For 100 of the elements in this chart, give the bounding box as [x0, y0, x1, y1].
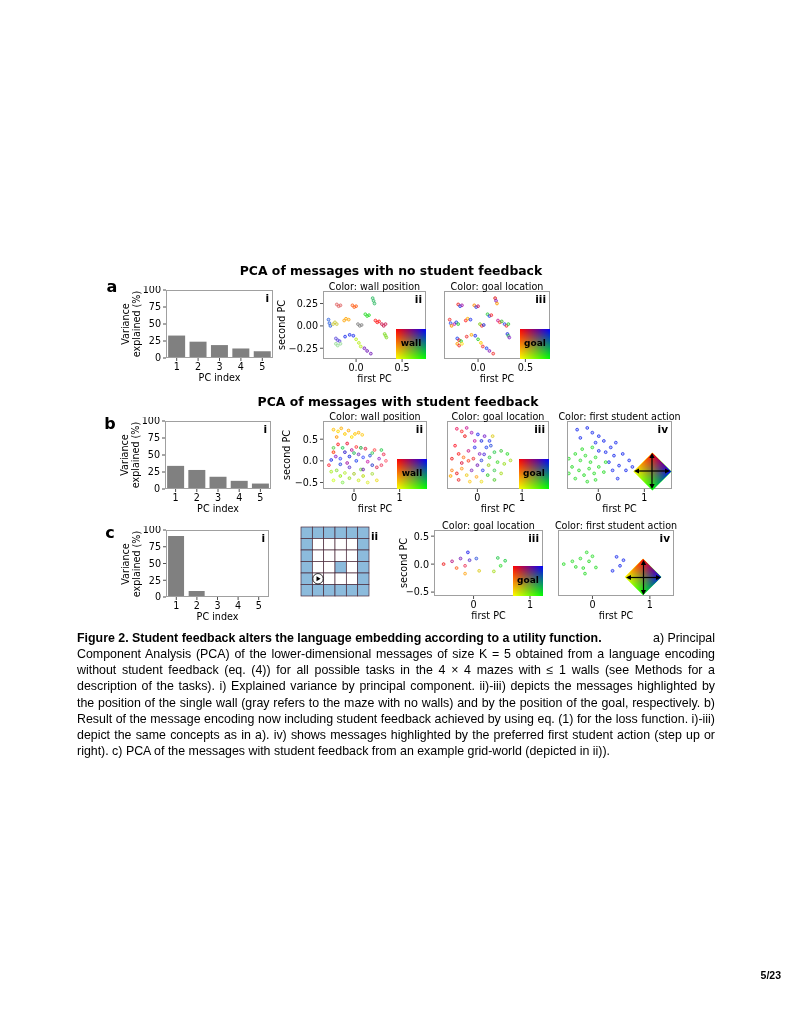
x-axis-title: PC index: [198, 372, 241, 384]
text: c: [105, 522, 115, 543]
annotation: iv: [657, 423, 668, 436]
x-axis-title: first PC: [480, 503, 516, 515]
x-tick-label: 5: [259, 360, 266, 372]
bar: [209, 476, 227, 489]
y-tick-label: −0.5: [294, 476, 318, 488]
y-tick-label: 25: [148, 574, 161, 586]
bar: [188, 469, 206, 489]
y-tick-label: 50: [147, 449, 160, 461]
x-axis-title: first PC: [357, 503, 393, 515]
x-tick-label: 0: [474, 491, 481, 503]
y-tick-label: 100: [142, 284, 161, 296]
text: a: [106, 276, 118, 297]
y-tick-label: 0.25: [296, 297, 318, 309]
y-tick-label: −0.25: [288, 342, 318, 354]
y-tick-label: 25: [148, 335, 161, 347]
x-axis-title: first PC: [471, 610, 506, 622]
x-axis-title: first PC: [357, 373, 392, 385]
annotation: iv: [659, 532, 670, 545]
y-axis-title: Variance explained (%): [119, 530, 143, 597]
x-tick-label: 3: [214, 599, 221, 611]
annotation: iii: [528, 532, 539, 545]
text: Figure 2. Student feedback alters the language embedding according to a utility function.: [77, 630, 602, 647]
x-tick-label: 1: [641, 491, 648, 503]
y-tick-label: 0: [153, 483, 160, 495]
y-tick-label: 50: [148, 557, 161, 569]
annotation: ii: [414, 293, 422, 306]
x-tick-label: 5: [257, 491, 264, 503]
y-tick-label: 50: [148, 318, 161, 330]
y-tick-label: 75: [148, 541, 161, 553]
text: a) Principal: [653, 630, 715, 647]
x-tick-label: 2: [195, 360, 202, 372]
chart-title: Color: goal location: [442, 519, 535, 531]
x-tick-label: 1: [526, 598, 534, 610]
annotation: ii: [415, 423, 423, 436]
annotation: i: [265, 292, 269, 305]
y-tick-label: 75: [147, 432, 160, 444]
chart-subtitle: Color: wall position: [329, 410, 421, 422]
bar: [168, 335, 186, 358]
annotation: i: [263, 423, 267, 436]
x-axis-title: first PC: [479, 373, 515, 385]
y-tick-label: 0.0: [302, 455, 318, 467]
bar: [167, 465, 185, 489]
y-tick-label: 75: [148, 301, 161, 313]
x-tick-label: 0.5: [394, 361, 410, 373]
annotation: i: [261, 532, 265, 545]
y-tick-label: −0.5: [405, 586, 429, 598]
y-tick-label: 0.5: [302, 433, 318, 445]
x-tick-label: 0.5: [517, 361, 534, 373]
x-tick-label: 1: [172, 491, 179, 503]
x-tick-label: 1: [173, 360, 180, 372]
x-tick-label: 3: [214, 491, 222, 503]
chart-title: Color: first student action: [558, 410, 681, 422]
x-axis-title: first PC: [602, 503, 637, 515]
x-tick-label: 0: [595, 491, 602, 503]
x-tick-label: 2: [193, 491, 200, 503]
y-axis-title: second PC: [398, 538, 410, 588]
annotation: iii: [534, 423, 545, 436]
annotation: iii: [535, 293, 546, 306]
x-tick-label: 3: [216, 360, 223, 372]
x-tick-label: 2: [193, 599, 200, 611]
y-tick-label: 0.5: [413, 530, 429, 542]
y-axis-title: Variance explained (%): [118, 421, 142, 489]
x-axis-title: first PC: [598, 610, 634, 622]
x-tick-label: 1: [396, 491, 403, 503]
y-axis-title: second PC: [276, 300, 288, 350]
chart-title: Color: goal location: [450, 280, 544, 292]
y-tick-label: 100: [141, 415, 160, 427]
x-tick-label: 1: [646, 598, 653, 610]
x-axis-title: PC index: [197, 503, 239, 515]
bar: [232, 348, 250, 358]
y-tick-label: 100: [142, 524, 161, 536]
x-tick-label: 4: [237, 360, 244, 372]
chart-title: Color: first student action: [554, 519, 678, 531]
chart-title: PCA of messages with student feedback: [257, 393, 539, 410]
x-axis-title: PC index: [196, 611, 239, 623]
chart-title: PCA of messages with no student feedback: [239, 262, 543, 279]
text: b: [104, 413, 116, 434]
text: ii: [371, 530, 379, 543]
y-tick-label: 25: [147, 466, 160, 478]
y-tick-label: 0.0: [413, 558, 429, 570]
x-tick-label: 0.0: [470, 361, 486, 373]
x-tick-label: 0.0: [348, 361, 364, 373]
chart-subtitle: Color: wall position: [328, 280, 421, 292]
x-tick-label: 0: [589, 598, 596, 610]
text: 5/23: [760, 968, 781, 982]
x-tick-label: 0: [470, 598, 477, 610]
y-tick-label: 0: [154, 352, 161, 364]
y-axis-title: second PC: [281, 430, 293, 480]
chart-title: Color: goal location: [451, 410, 545, 422]
y-tick-label: 0.00: [296, 320, 318, 332]
x-tick-label: 0: [350, 491, 358, 503]
x-tick-label: 5: [255, 599, 262, 611]
x-tick-label: 1: [173, 599, 180, 611]
x-tick-label: 4: [235, 599, 242, 611]
x-tick-label: 1: [519, 491, 526, 503]
bar: [210, 345, 228, 358]
text: Component Analysis (PCA) of the lower-dimensional messages of size K = 5 obtained from a language encoding without student feedback (eq. (4)) for all possible tasks in the 4 × 4 mazes with ≤ 1 walls (see Methods for a description of the tasks). i) Explained variance by principal component. ii)-iii) depicts the messages highlighted by the position of the single wall (gray refers to the maze with no walls) and by the position of the goal, respectively. b) Result of the message encoding now including student feedback achieved by using eq. (1) for the loss function. i)-iii) depict the same concepts as in a). iv) shows messages highlighted by the preferred first student action (step up or right). c) PCA of the messages with student feedback from an example grid-world (depicted in ii)).: [77, 646, 715, 760]
x-tick-label: 4: [236, 491, 243, 503]
